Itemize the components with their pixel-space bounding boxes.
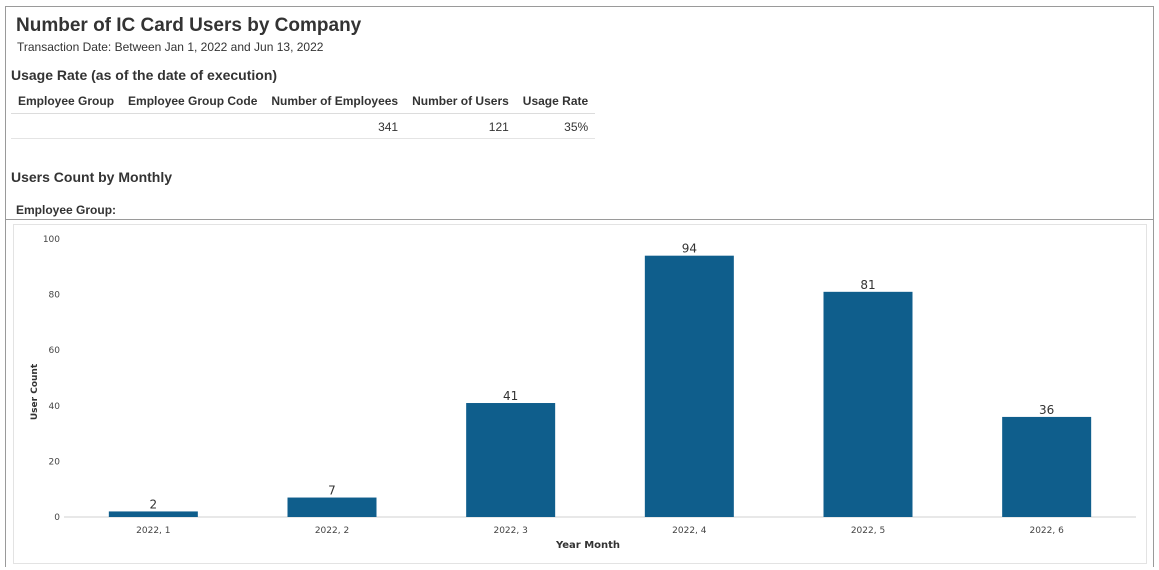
column-header-employee-group-code: Employee Group Code	[128, 94, 258, 108]
cell-employee-group-code	[121, 113, 265, 139]
x-tick-label: 2022, 1	[136, 526, 170, 536]
table-row: 341 121 35%	[11, 113, 596, 139]
y-axis: 0 20 40 60 80 100	[43, 235, 60, 523]
bar[interactable]	[823, 291, 913, 517]
monthly-users-heading: Users Count by Monthly	[11, 169, 173, 185]
y-tick-label: 40	[49, 402, 61, 412]
y-tick-label: 80	[49, 291, 61, 301]
x-axis: 2022, 1 2022, 2 2022, 3 2022, 4 2022, 5 2022,…	[64, 516, 1136, 536]
table-header-row: Employee Group Employee Group Code Numbe…	[11, 91, 595, 114]
cell-number-of-employees: 341	[264, 113, 406, 139]
x-tick-label: 2022, 5	[851, 526, 885, 536]
section-divider	[6, 219, 1154, 220]
usage-rate-heading: Usage Rate (as of the date of execution)	[11, 67, 278, 83]
page-subtitle: Transaction Date: Between Jan 1, 2022 an…	[17, 40, 324, 54]
bar-series	[108, 255, 1092, 517]
bar[interactable]	[644, 255, 734, 517]
column-header-number-of-employees: Number of Employees	[271, 94, 399, 108]
y-tick-label: 0	[54, 513, 60, 523]
cell-number-of-users: 121	[405, 113, 516, 139]
x-tick-label: 2022, 4	[672, 526, 707, 536]
y-tick-label: 60	[49, 346, 61, 356]
x-tick-label: 2022, 3	[493, 526, 527, 536]
cell-usage-rate: 35%	[515, 113, 596, 139]
y-tick-label: 20	[49, 457, 61, 467]
data-label: 36	[1039, 403, 1054, 417]
bar[interactable]	[287, 497, 377, 517]
data-labels: 2 7 41 94 81 36	[150, 242, 1055, 512]
data-label: 81	[860, 278, 875, 292]
x-tick-label: 2022, 6	[1029, 526, 1064, 536]
report-frame	[5, 6, 1154, 567]
y-tick-label: 100	[43, 235, 60, 245]
column-header-employee-group: Employee Group	[18, 94, 115, 108]
chart-container: 0 20 40 60 80 100 2022, 1 2022, 2 2022, 3 2022, …	[13, 224, 1147, 564]
x-axis-title: Year Month	[555, 540, 620, 551]
bar[interactable]	[1002, 416, 1092, 517]
data-label: 41	[503, 389, 518, 403]
data-label: 94	[682, 242, 697, 256]
y-axis-title: User Count	[30, 363, 40, 420]
bar[interactable]	[108, 511, 198, 517]
column-header-number-of-users: Number of Users	[412, 94, 509, 108]
data-label: 7	[328, 484, 336, 498]
employee-group-filter-label: Employee Group:	[16, 203, 117, 217]
usage-rate-table: Employee Group Employee Group Code Numbe…	[11, 91, 596, 139]
x-tick-label: 2022, 2	[315, 526, 349, 536]
page-title: Number of IC Card Users by Company	[16, 15, 362, 36]
cell-employee-group	[11, 113, 122, 139]
column-header-usage-rate: Usage Rate	[522, 94, 589, 108]
data-label: 2	[150, 497, 158, 511]
bar[interactable]	[466, 403, 556, 517]
